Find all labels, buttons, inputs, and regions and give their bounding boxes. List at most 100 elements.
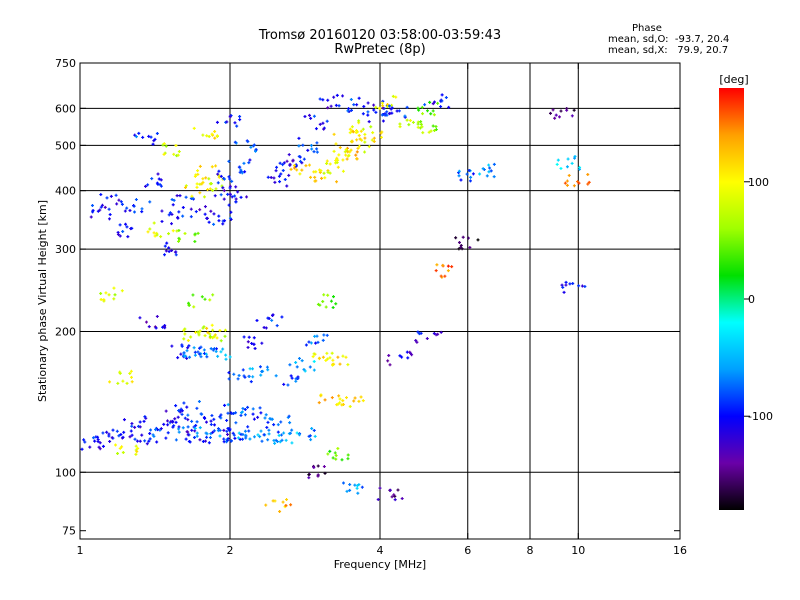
data-point <box>366 113 370 117</box>
data-point <box>281 163 285 167</box>
data-point <box>140 433 144 437</box>
data-point <box>357 483 361 487</box>
data-point <box>369 125 373 129</box>
data-point <box>117 434 121 438</box>
data-point <box>325 119 329 123</box>
data-point <box>341 481 345 485</box>
data-point <box>429 112 433 116</box>
data-point <box>290 428 294 432</box>
data-point <box>230 412 234 416</box>
data-point <box>587 180 591 184</box>
data-point <box>435 263 439 267</box>
data-point <box>166 431 170 435</box>
data-point <box>182 351 186 355</box>
data-point <box>128 371 132 375</box>
data-point <box>193 350 197 354</box>
data-point <box>332 132 336 136</box>
data-point <box>252 143 256 147</box>
data-point <box>289 167 293 171</box>
data-point <box>210 165 214 169</box>
data-point <box>181 214 185 218</box>
data-point <box>128 208 132 212</box>
data-point <box>218 428 222 432</box>
data-point <box>197 399 201 403</box>
data-point <box>210 414 214 418</box>
data-point <box>142 419 146 423</box>
data-point <box>338 146 342 150</box>
data-point <box>91 210 95 214</box>
data-point <box>419 120 423 124</box>
data-point <box>157 177 161 181</box>
data-point <box>578 165 582 169</box>
data-point <box>163 244 167 248</box>
data-point <box>266 175 270 179</box>
data-point <box>222 428 226 432</box>
data-point <box>256 433 260 437</box>
data-point <box>265 425 269 429</box>
data-point <box>201 177 205 181</box>
data-point <box>488 166 492 170</box>
data-point <box>348 488 352 492</box>
data-point <box>335 180 339 184</box>
data-point <box>227 175 231 179</box>
chart-title-line1: Tromsø 20160120 03:58:00-03:59:43 <box>258 28 502 43</box>
data-point <box>189 215 193 219</box>
x-tick-label: 4 <box>377 544 384 557</box>
data-point <box>219 413 223 417</box>
data-point <box>246 345 250 349</box>
data-point <box>235 124 239 128</box>
data-point <box>576 180 580 184</box>
chart-title-line2: RwPretec (8p) <box>334 42 426 57</box>
data-point <box>344 355 348 359</box>
data-point <box>322 293 326 297</box>
data-point <box>227 377 231 381</box>
data-point <box>147 325 151 329</box>
data-point <box>308 365 312 369</box>
x-tick-label: 16 <box>673 544 687 557</box>
data-point <box>355 103 359 107</box>
colorbar <box>719 88 744 510</box>
data-point <box>341 158 345 162</box>
data-point <box>296 376 300 380</box>
colorbar-tick-label: 0 <box>748 293 755 306</box>
data-point <box>263 416 267 420</box>
data-point <box>239 168 243 172</box>
data-point <box>98 208 102 212</box>
data-point <box>229 210 233 214</box>
data-point <box>208 298 212 302</box>
data-point <box>341 169 345 173</box>
data-point <box>478 172 482 176</box>
data-point <box>98 447 102 451</box>
data-point <box>209 347 213 351</box>
data-point <box>333 451 337 455</box>
data-point <box>122 430 126 434</box>
data-point <box>162 422 166 426</box>
data-point <box>348 131 352 135</box>
data-point <box>226 438 230 442</box>
data-point <box>312 114 316 118</box>
data-point <box>165 241 169 245</box>
data-point <box>326 170 330 174</box>
data-point <box>336 355 340 359</box>
data-point <box>340 458 344 462</box>
data-point <box>236 377 240 381</box>
data-point <box>155 132 159 136</box>
data-point <box>312 466 316 470</box>
data-point <box>170 249 174 253</box>
data-point <box>264 413 268 417</box>
data-point <box>468 246 472 250</box>
data-point <box>121 451 125 454</box>
data-point <box>177 210 181 214</box>
data-point <box>177 427 181 431</box>
data-point <box>144 320 148 324</box>
data-point <box>416 125 420 129</box>
data-point <box>390 103 394 107</box>
data-point <box>101 431 105 435</box>
data-point <box>198 438 202 442</box>
data-point <box>267 432 271 436</box>
data-point <box>298 172 302 176</box>
data-point <box>246 340 250 344</box>
data-point <box>417 332 421 336</box>
data-point <box>217 214 221 218</box>
data-point <box>289 374 293 378</box>
